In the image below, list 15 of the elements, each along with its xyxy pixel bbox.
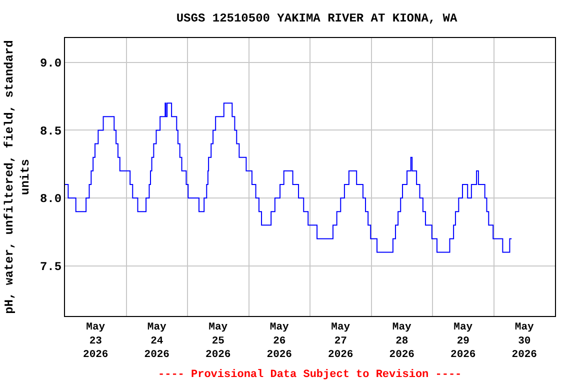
x-tick-label: May 29 2026	[450, 322, 476, 361]
chart-title: USGS 12510500 YAKIMA RIVER AT KIONA, WA	[176, 11, 458, 26]
x-tick-label: May 28 2026	[389, 322, 414, 361]
y-tick-label: 8.0	[40, 192, 62, 206]
x-tick-label: May 30 2026	[512, 322, 537, 361]
x-tick-label: May 26 2026	[266, 322, 292, 361]
x-tick-label: May 27 2026	[328, 322, 354, 361]
x-tick-label: May 25 2026	[206, 322, 231, 361]
x-tick-label: May 23 2026	[83, 322, 108, 361]
x-tick-label: May 24 2026	[144, 322, 170, 361]
y-tick-label: 8.5	[40, 124, 62, 138]
text: ---- Provisional Data Subject to Revision ----	[158, 369, 462, 381]
y-tick-label: 7.5	[40, 260, 62, 274]
y-tick-label: 9.0	[40, 56, 62, 71]
y-axis-title: pH, water, unfiltered, field, standard units	[2, 40, 32, 314]
